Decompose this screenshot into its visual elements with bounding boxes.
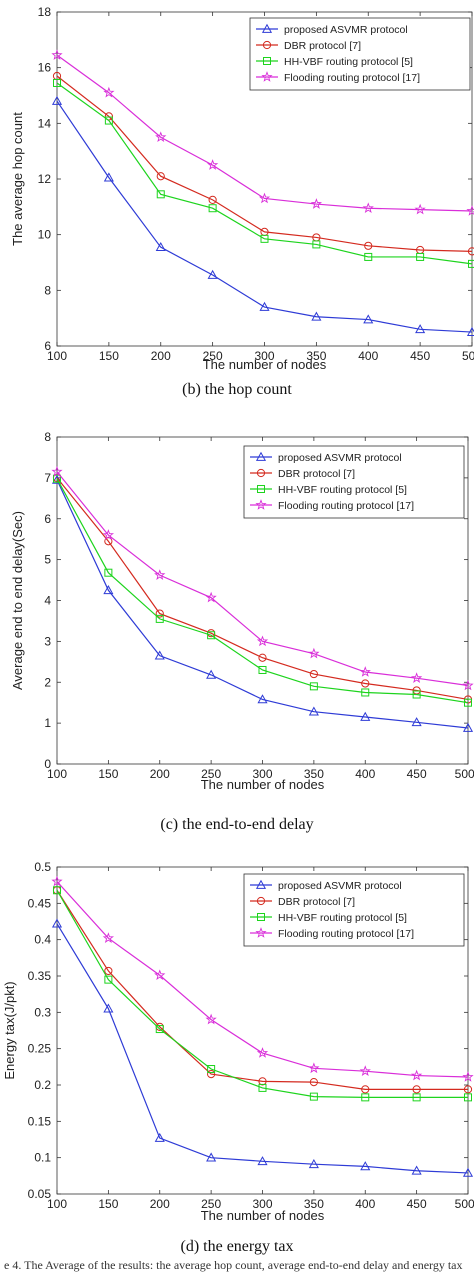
y-tick-label: 0.45: [28, 896, 52, 910]
y-tick-label: 10: [38, 228, 52, 242]
legend-label-2: DBR protocol [7]: [278, 468, 355, 480]
y-tick-label: 0.3: [34, 1005, 51, 1019]
chart-3: 10015020025030035040045050000.050.10.150…: [2, 860, 474, 1223]
legend-label-3: HH-VBF routing protocol [5]: [284, 56, 413, 68]
y-tick-label: 3: [44, 634, 51, 648]
legend-label-1: proposed ASVMR protocol: [278, 452, 402, 464]
figure-footnote: e 4. The Average of the results: the ave…: [4, 1258, 462, 1273]
caption-end-to-end-delay: (c) the end-to-end delay: [0, 816, 474, 834]
y-axis-label: Energy tax(J/pkt): [2, 981, 17, 1079]
y-tick-label: 0.25: [28, 1042, 52, 1056]
x-tick-label: 150: [98, 767, 118, 781]
y-tick-label: 0.2: [34, 1078, 51, 1092]
caption-energy-tax: (d) the energy tax: [0, 1238, 474, 1256]
y-tick-label: 12: [38, 172, 52, 186]
y-tick-label: 0.4: [34, 933, 51, 947]
x-axis-label: The number of nodes: [201, 777, 325, 792]
y-tick-label: 0.5: [34, 860, 51, 874]
y-tick-label: 0.05: [28, 1187, 52, 1201]
legend-label-1: proposed ASVMR protocol: [284, 24, 408, 36]
legend-label-3: HH-VBF routing protocol [5]: [278, 912, 407, 924]
y-tick-label: 0.35: [28, 969, 52, 983]
y-axis-label: The average hop count: [10, 112, 25, 246]
legend-label-2: DBR protocol [7]: [278, 896, 355, 908]
y-axis-label: Average end to end delay(Sec): [10, 511, 25, 690]
y-tick-label: 2: [44, 675, 51, 689]
y-tick-label: 5: [44, 553, 51, 567]
y-tick-label: 4: [44, 594, 51, 608]
x-tick-label: 200: [150, 767, 170, 781]
series-line-3: [57, 83, 472, 264]
x-axis-label: The number of nodes: [203, 357, 327, 372]
x-tick-label: 400: [358, 349, 378, 363]
legend-label-1: proposed ASVMR protocol: [278, 880, 402, 892]
caption-hop-count: (b) the hop count: [0, 381, 474, 399]
y-tick-label: 0.15: [28, 1114, 52, 1128]
y-tick-label: 18: [38, 5, 52, 19]
x-tick-label: 450: [407, 767, 427, 781]
legend-label-3: HH-VBF routing protocol [5]: [278, 484, 407, 496]
y-tick-label: 8: [44, 430, 51, 444]
legend-label-4: Flooding routing protocol [17]: [278, 500, 414, 512]
x-tick-label: 150: [99, 349, 119, 363]
y-tick-label: 14: [38, 116, 52, 130]
x-tick-label: 400: [355, 767, 375, 781]
x-tick-label: 150: [98, 1197, 118, 1211]
x-tick-label: 200: [150, 1197, 170, 1211]
legend-label-4: Flooding routing protocol [17]: [284, 72, 420, 84]
x-tick-label: 200: [151, 349, 171, 363]
x-tick-label: 450: [410, 349, 430, 363]
legend-label-2: DBR protocol [7]: [284, 40, 361, 52]
y-tick-label: 8: [44, 283, 51, 297]
x-axis-label: The number of nodes: [201, 1208, 325, 1223]
x-tick-label: 400: [355, 1197, 375, 1211]
y-tick-label: 0.1: [34, 1151, 51, 1165]
y-tick-label: 1: [44, 716, 51, 730]
y-tick-label: 6: [44, 512, 51, 526]
legend-label-4: Flooding routing protocol [17]: [278, 928, 414, 940]
y-tick-label: 0: [44, 757, 51, 771]
chart-1: 100150200250300350400450500681012141618T…: [10, 5, 474, 372]
x-tick-label: 500: [462, 349, 474, 363]
y-tick-label: 16: [38, 61, 52, 75]
x-tick-label: 450: [407, 1197, 427, 1211]
y-tick-label: 7: [44, 471, 51, 485]
chart-2: 1001502002503003504004505000012345678The…: [10, 430, 474, 792]
y-tick-label: 6: [44, 339, 51, 353]
